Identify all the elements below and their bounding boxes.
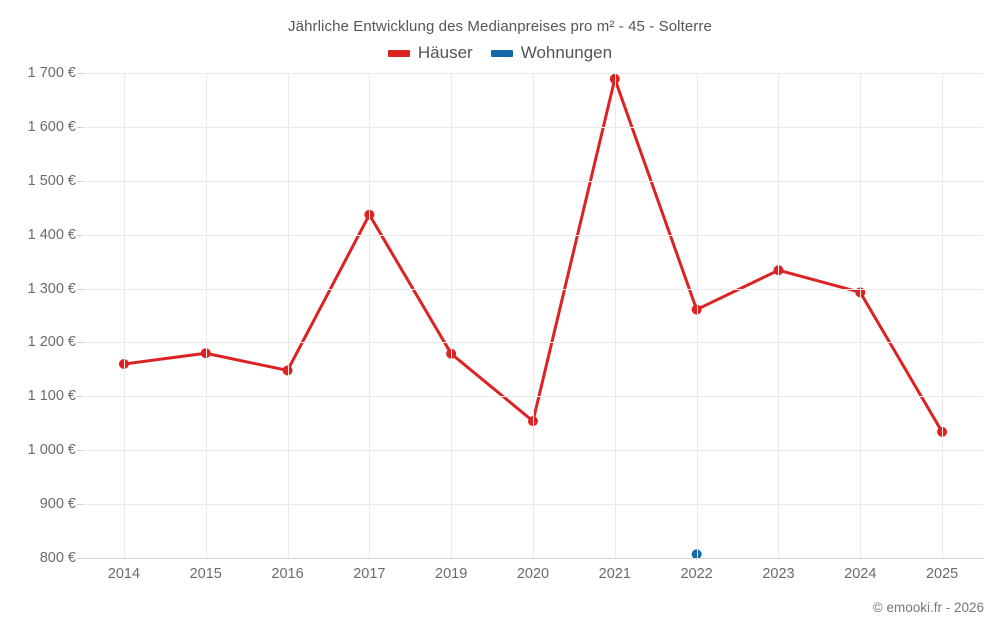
y-axis-label: 900 € [39,496,76,513]
gridline-vertical [614,73,616,558]
chart-title: Jährliche Entwicklung des Medianpreises … [288,18,712,35]
y-axis-tick [77,234,83,236]
gridline-vertical [205,73,207,558]
x-axis-label: 2022 [680,566,713,582]
y-axis-tick [77,73,83,74]
y-axis-tick [77,450,83,452]
gridline-vertical [369,73,371,558]
y-axis-label: 1 200 € [27,334,76,351]
x-axis-label: 2014 [107,566,141,582]
x-axis-label: 2020 [516,566,550,582]
y-axis-label: 1 000 € [27,442,76,459]
x-axis-label: 2023 [762,566,795,582]
y-axis-label: 1 700 € [27,65,76,81]
y-axis-label: 1 300 € [27,280,76,297]
x-axis-label: 2016 [271,566,304,582]
x-axis-labels: 2014 2015 2016 2017 2019 2020 2021 2022 2023 2024… [83,566,983,590]
legend-swatch-wohnungen [490,49,513,57]
x-axis-label: 2021 [598,566,631,582]
x-axis-line [83,558,983,559]
x-axis-label: 2015 [189,566,222,582]
y-axis-labels: 1 700 € 1 600 € 1 500 € 1 400 € 1 300 € 1 200… [0,65,76,566]
plot-area [77,73,983,560]
gridline-vertical [942,73,944,558]
legend-label-wohnungen: Wohnungen [520,43,613,62]
y-axis-label: 1 400 € [27,226,76,243]
chart-legend: Häuser Wohnungen [0,43,1000,63]
y-axis-label: 1 100 € [27,388,76,405]
y-axis-label: 800 € [39,550,76,566]
gridline-vertical [533,73,534,558]
legend-swatch-hauser [387,49,410,57]
y-axis-tick [77,342,83,344]
gridline-vertical [123,73,125,558]
y-axis-tick [77,126,83,128]
y-axis-tick [77,180,83,182]
y-axis-tick [77,396,83,398]
legend-item-wohnungen[interactable]: Wohnungen [490,43,613,63]
legend-item-hauser[interactable]: Häuser [387,43,473,63]
x-axis-label: 2024 [844,566,877,582]
y-axis-tick [77,558,83,559]
footer-copyright: © emooki.fr - 2026 [872,600,984,615]
x-axis-label: 2017 [353,566,386,582]
gridline-vertical [696,73,698,558]
y-axis-tick [77,504,83,506]
gridline-vertical [860,73,862,558]
y-axis-tick [77,288,83,290]
x-axis-label: 2025 [925,566,959,582]
gridline-vertical [451,73,453,558]
y-axis-label: 1 600 € [27,118,76,135]
legend-label-hauser: Häuser [417,43,473,62]
gridline-vertical [287,73,289,558]
y-axis-label: 1 500 € [27,172,76,189]
x-axis-label: 2019 [435,566,468,582]
gridline-vertical [778,73,780,558]
